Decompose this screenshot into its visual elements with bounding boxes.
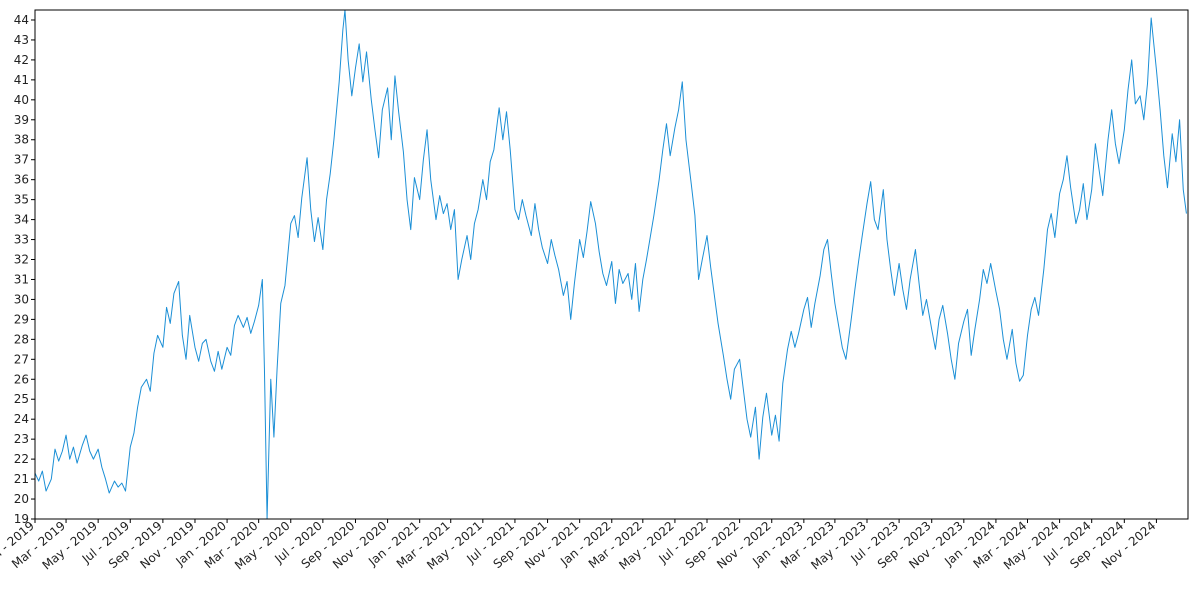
y-tick-label: 21 — [14, 472, 29, 486]
y-tick-label: 27 — [14, 352, 29, 366]
y-tick-label: 41 — [14, 73, 29, 87]
y-tick-label: 24 — [14, 412, 29, 426]
y-tick-label: 31 — [14, 272, 29, 286]
y-tick-label: 26 — [14, 372, 29, 386]
y-tick-label: 22 — [14, 452, 29, 466]
y-tick-label: 37 — [14, 153, 29, 167]
y-tick-label: 35 — [14, 193, 29, 207]
y-tick-label: 36 — [14, 173, 29, 187]
y-tick-label: 25 — [14, 392, 29, 406]
series-line — [34, 9, 1187, 520]
y-tick-label: 38 — [14, 133, 29, 147]
y-tick-label: 32 — [14, 253, 29, 267]
y-tick-label: 33 — [14, 233, 29, 247]
plot-frame — [34, 9, 1189, 520]
y-tick-label: 28 — [14, 332, 29, 346]
y-tick-label: 34 — [14, 213, 29, 227]
y-tick-label: 44 — [14, 13, 29, 27]
plot-area — [34, 9, 1187, 520]
y-tick-label: 20 — [14, 492, 29, 506]
y-tick-label: 43 — [14, 33, 29, 47]
y-tick-label: 40 — [14, 93, 29, 107]
y-tick-label: 42 — [14, 53, 29, 67]
y-tick-label: 23 — [14, 432, 29, 446]
y-tick-label: 29 — [14, 312, 29, 326]
y-tick-label: 39 — [14, 113, 29, 127]
y-tick-label: 19 — [14, 512, 29, 526]
y-axis: 19 20 21 22 23 24 25 26 27 28 29 30 31 32 33 34 35 36 37 38… — [14, 13, 35, 526]
y-tick-label: 30 — [14, 292, 29, 306]
